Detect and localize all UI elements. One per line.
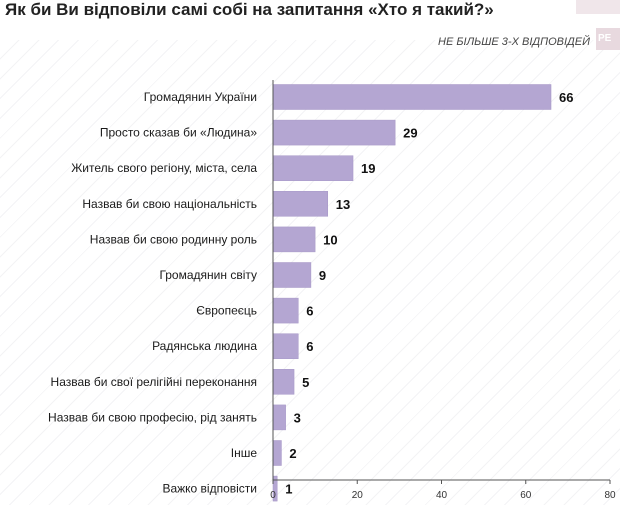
category-label: Назвав би свої релігійні переконання <box>51 375 257 389</box>
x-tick-label: 40 <box>436 490 448 501</box>
value-label: 6 <box>306 304 313 319</box>
category-label: Важко відповісти <box>162 482 257 496</box>
x-tick-label: 60 <box>520 490 532 501</box>
bar <box>272 155 354 181</box>
value-label: 3 <box>294 410 301 425</box>
value-label: 1 <box>285 482 292 497</box>
category-label: Інше <box>231 446 258 460</box>
x-tick-label: 80 <box>604 490 616 501</box>
bar <box>272 297 299 324</box>
bar <box>272 226 316 253</box>
bar <box>272 84 552 110</box>
value-label: 66 <box>559 90 573 105</box>
value-label: 2 <box>289 446 296 461</box>
bar <box>272 369 295 395</box>
value-label: 5 <box>302 375 309 390</box>
bar <box>272 119 396 146</box>
category-label: Назвав би свою професію, рід занять <box>48 410 257 424</box>
corner-decoration <box>576 0 620 14</box>
category-label: Житель свого регіону, міста, села <box>71 161 257 175</box>
value-label: 13 <box>336 197 350 212</box>
category-label: Назвав би свою національність <box>82 197 257 211</box>
brand-logo: РЕ <box>596 28 620 50</box>
value-label: 19 <box>361 161 375 176</box>
x-tick-label: 20 <box>352 490 364 501</box>
value-label: 9 <box>319 268 326 283</box>
category-label: Громадянин світу <box>159 268 257 282</box>
bar <box>272 191 329 217</box>
category-label: Назвав би свою родинну роль <box>90 232 257 246</box>
category-label: Громадянин України <box>144 90 257 104</box>
bar <box>272 333 299 359</box>
x-tick-label: 0 <box>270 490 276 501</box>
category-label: Радянська людина <box>152 339 257 353</box>
value-label: 29 <box>403 126 417 141</box>
category-label: Європеєць <box>196 304 257 318</box>
category-label: Просто сказав би «Людина» <box>100 126 257 140</box>
value-label: 6 <box>306 339 313 354</box>
value-label: 10 <box>323 232 337 247</box>
chart-title: Як би Ви відповіли самі собі на запитанн… <box>5 0 494 19</box>
bar <box>272 475 278 502</box>
chart-subtitle: НЕ БІЛЬШЕ 3-Х ВІДПОВІДЕЙ <box>438 36 590 48</box>
bar <box>272 404 286 431</box>
bar <box>272 440 282 466</box>
bar <box>272 262 312 288</box>
